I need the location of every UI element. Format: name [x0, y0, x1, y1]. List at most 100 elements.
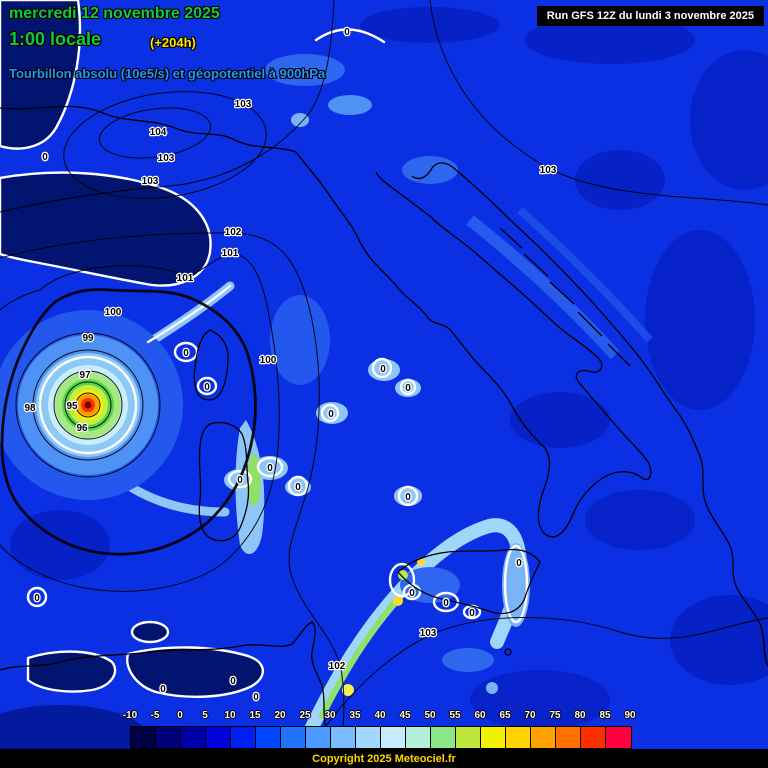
colorbar-cell [531, 727, 556, 748]
colorbar-tick: 55 [449, 710, 461, 721]
colorbar-tick: 15 [249, 710, 261, 721]
geopotential-label: 102 [225, 227, 242, 238]
colorbar-tick: 20 [274, 710, 286, 721]
zero-vorticity-label: 0 [328, 409, 334, 420]
geopotential-label: 100 [260, 355, 277, 366]
colorbar-cell [556, 727, 581, 748]
colorbar-cell [256, 727, 281, 748]
geopotential-label: 101 [222, 248, 239, 259]
colorbar-tick: 25 [299, 710, 311, 721]
coast-sardinia [198, 421, 250, 542]
coast-france [0, 105, 297, 153]
zero-vorticity-label: 0 [237, 475, 243, 486]
colorbar-cell [581, 727, 606, 748]
zero-vorticity-label: 0 [183, 348, 189, 359]
copyright-text: Copyright 2025 Meteociel.fr [312, 753, 456, 765]
map-labels: 103 104 103 103 103 102 101 101 100 99 97 95 96 98 100… [23, 26, 558, 705]
colorbar-tick: 35 [349, 710, 361, 721]
colorbar-tick: 50 [424, 710, 436, 721]
geopotential-label: 98 [24, 403, 36, 414]
forecast-time: 1:00 locale [9, 29, 102, 49]
geopotential-label: 103 [420, 628, 437, 639]
colorbar-tick: 30 [324, 710, 336, 721]
colorbar-tick: 70 [524, 710, 536, 721]
zero-vorticity-label: 0 [409, 588, 415, 599]
colorbar-tick: 0 [177, 710, 183, 721]
coast-malta [504, 648, 512, 656]
colorbar-cells [130, 726, 632, 749]
zero-vorticity-label: 0 [160, 684, 166, 695]
colorbar-ticks: -10 -5 0 5 10 15 20 25 30 35 40 45 50 55 60 65 70 75 80 85 9… [123, 710, 640, 724]
colorbar-tick: 85 [599, 710, 611, 721]
colorbar-tick: 45 [399, 710, 411, 721]
vortex-core [0, 310, 183, 500]
zero-vorticity-label: 0 [469, 608, 475, 619]
geopotential-label: 104 [150, 127, 167, 138]
colorbar-cell [381, 727, 406, 748]
zero-vorticity-label: 0 [405, 492, 411, 503]
colorbar-cell [431, 727, 456, 748]
coast-italy [295, 151, 652, 538]
zero-vorticity-label: 0 [34, 593, 40, 604]
geopotential-label: 97 [79, 370, 91, 381]
colorbar-cell [306, 727, 331, 748]
geopotential-label: 99 [82, 333, 94, 344]
colorbar-cell [231, 727, 256, 748]
colorbar-cell [356, 727, 381, 748]
colorbar-tick: 80 [574, 710, 586, 721]
colorbar-cell [181, 727, 206, 748]
zero-vorticity-label: 0 [443, 598, 449, 609]
colorbar-cell [406, 727, 431, 748]
colorbar-tick: 65 [499, 710, 511, 721]
colorbar-cell [506, 727, 531, 748]
colorbar-tick: 90 [624, 710, 636, 721]
zero-vorticity-label: 0 [42, 152, 48, 163]
colorbar-cell [131, 727, 156, 748]
colorbar-cell [481, 727, 506, 748]
colorbar-cell [456, 727, 481, 748]
zero-vorticity-label: 0 [230, 676, 236, 687]
geopotential-label: 103 [540, 165, 557, 176]
geopotential-label: 102 [329, 661, 346, 672]
colorbar-cell [206, 727, 231, 748]
colorbar-cell [156, 727, 181, 748]
colorbar-tick: -10 [122, 710, 138, 721]
colorbar-cell [281, 727, 306, 748]
zero-vorticity-label: 0 [267, 463, 273, 474]
zero-vorticity-label: 0 [516, 558, 522, 569]
coast-corsica [193, 329, 229, 401]
forecast-date: mercredi 12 novembre 2025 [9, 5, 220, 22]
colorbar-tick: 10 [224, 710, 236, 721]
geopotential-label: 96 [76, 423, 88, 434]
zero-vorticity-label: 0 [405, 383, 411, 394]
zero-vorticity-contours [0, 0, 529, 698]
colorbar-cell [606, 727, 631, 748]
run-info-box: Run GFS 12Z du lundi 3 novembre 2025 [536, 6, 764, 26]
colorbar-tick: 5 [202, 710, 208, 721]
colorbar-cell [331, 727, 356, 748]
geopotential-label: 103 [158, 153, 175, 164]
colorbar-tick: 40 [374, 710, 386, 721]
colorbar-tick: -5 [150, 710, 160, 721]
forecast-offset: (+204h) [150, 35, 196, 50]
coast-balkans [411, 162, 768, 667]
colorbar-tick: 60 [474, 710, 486, 721]
coast-croatian-islands [499, 227, 631, 367]
copyright-bar: Copyright 2025 Meteociel.fr [0, 749, 768, 768]
zero-vorticity-label: 0 [344, 27, 350, 38]
coast-sicily [397, 548, 541, 615]
geopotential-label: 103 [235, 99, 252, 110]
geopotential-label: 101 [177, 273, 194, 284]
geopotential-label: 100 [105, 307, 122, 318]
zero-vorticity-label: 0 [204, 382, 210, 393]
geopotential-label: 95 [66, 401, 78, 412]
colorbar-tick: 75 [549, 710, 561, 721]
zero-vorticity-label: 0 [253, 692, 259, 703]
variable-title: Tourbillon absolu (10e5/s) et géopotenti… [9, 66, 326, 81]
geopotential-label: 103 [142, 176, 159, 187]
zero-vorticity-label: 0 [295, 482, 301, 493]
